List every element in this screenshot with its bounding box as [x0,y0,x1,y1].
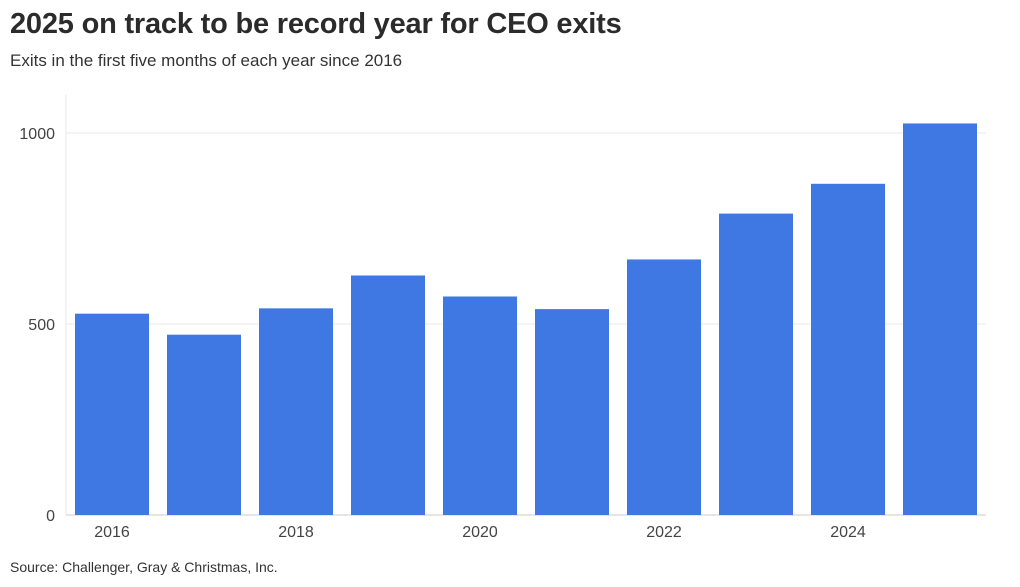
axes: 0 500 1000 2016 2018 2020 2022 2024 [19,126,865,541]
bar-2016 [75,313,149,515]
bar-2020 [443,296,517,515]
y-tick-label: 0 [46,508,55,525]
x-tick-label: 2024 [830,524,866,541]
x-tick-label: 2016 [94,524,130,541]
source-note: Source: Challenger, Gray & Christmas, In… [10,559,278,575]
x-tick-label: 2022 [646,524,682,541]
chart-subtitle: Exits in the first five months of each y… [10,51,403,70]
bar-2018 [259,308,333,515]
bar-2022 [627,259,701,515]
y-tick-label: 1000 [19,126,55,143]
chart-title: 2025 on track to be record year for CEO … [10,8,622,40]
x-tick-label: 2018 [278,524,314,541]
bar-2023 [719,213,793,516]
bar-2025 [903,123,977,515]
bar-2019 [351,275,425,515]
bar-2024 [811,183,885,515]
bars [75,123,977,516]
bar-2017 [167,334,241,515]
y-tick-label: 500 [28,317,55,334]
bar-2021 [535,309,609,515]
x-tick-label: 2020 [462,524,498,541]
